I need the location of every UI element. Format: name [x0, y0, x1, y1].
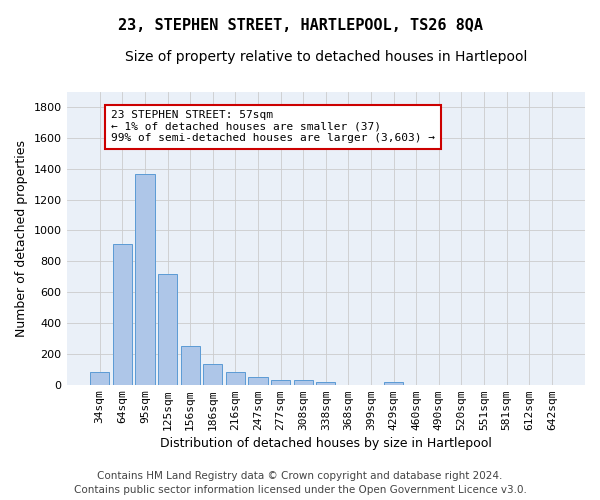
- Bar: [248, 378, 268, 384]
- X-axis label: Distribution of detached houses by size in Hartlepool: Distribution of detached houses by size …: [160, 437, 492, 450]
- Bar: [158, 274, 177, 384]
- Bar: [293, 380, 313, 384]
- Bar: [181, 346, 200, 385]
- Bar: [113, 244, 132, 384]
- Y-axis label: Number of detached properties: Number of detached properties: [15, 140, 28, 336]
- Bar: [136, 174, 155, 384]
- Bar: [226, 372, 245, 384]
- Bar: [384, 382, 403, 384]
- Title: Size of property relative to detached houses in Hartlepool: Size of property relative to detached ho…: [125, 50, 527, 64]
- Bar: [316, 382, 335, 384]
- Bar: [90, 372, 109, 384]
- Text: 23 STEPHEN STREET: 57sqm
← 1% of detached houses are smaller (37)
99% of semi-de: 23 STEPHEN STREET: 57sqm ← 1% of detache…: [111, 110, 435, 144]
- Text: 23, STEPHEN STREET, HARTLEPOOL, TS26 8QA: 23, STEPHEN STREET, HARTLEPOOL, TS26 8QA: [118, 18, 482, 32]
- Text: Contains HM Land Registry data © Crown copyright and database right 2024.
Contai: Contains HM Land Registry data © Crown c…: [74, 471, 526, 495]
- Bar: [271, 380, 290, 384]
- Bar: [203, 364, 223, 384]
